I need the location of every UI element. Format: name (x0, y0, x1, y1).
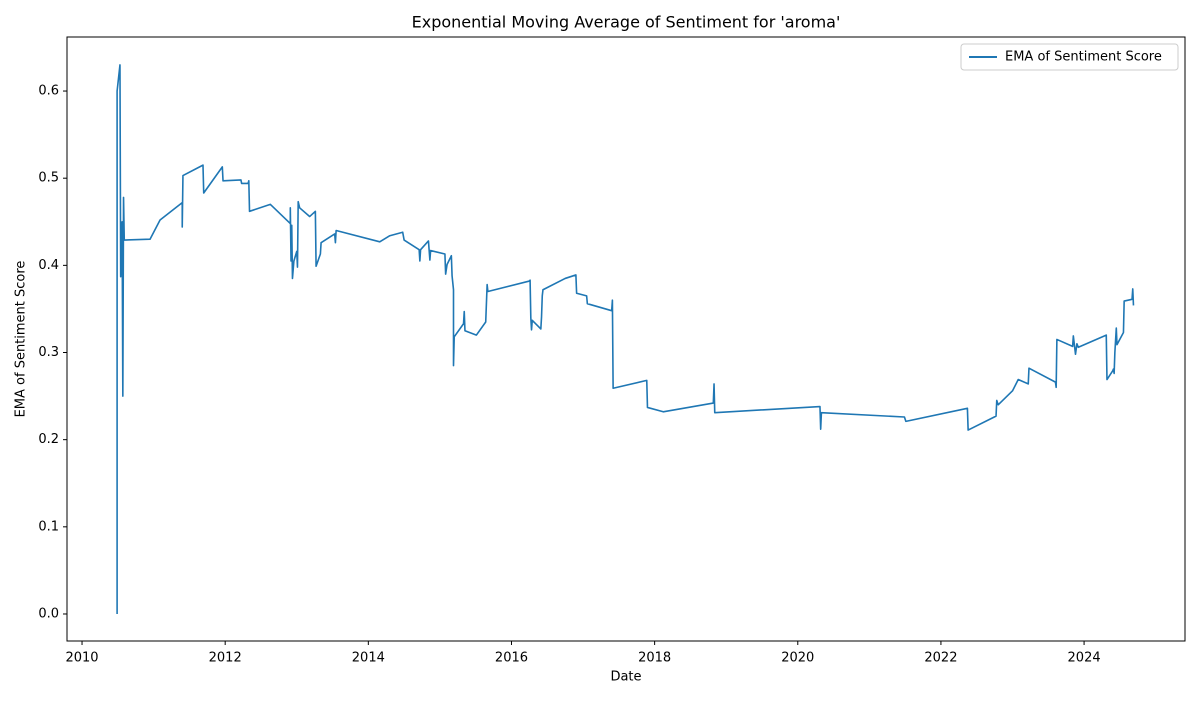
x-tick-label: 2012 (209, 651, 242, 666)
x-tick-label: 2020 (781, 651, 814, 666)
chart-title: Exponential Moving Average of Sentiment … (412, 13, 841, 32)
y-tick-label: 0.3 (38, 345, 59, 360)
plot-frame (66, 36, 1186, 642)
line (116, 64, 1135, 614)
y-tick-label: 0.6 (38, 84, 59, 99)
y-axis-label: EMA of Sentiment Score (14, 261, 29, 418)
x-tick-label: 2018 (638, 651, 671, 666)
y-tick-label: 0.2 (38, 432, 59, 447)
x-tick-label: 2016 (495, 651, 528, 666)
y-tick-label: 0.0 (38, 606, 59, 621)
y-tick-label: 0.4 (38, 258, 59, 273)
x-tick-label: 2024 (1068, 651, 1101, 666)
x-tick-label: 2014 (352, 651, 385, 666)
x-tick-label: 2022 (924, 651, 957, 666)
y-tick-label: 0.1 (38, 519, 59, 534)
x-tick-label: 2010 (65, 651, 98, 666)
x-axis-label: Date (610, 670, 641, 685)
legend-label: EMA of Sentiment Score (1005, 50, 1162, 65)
legend-box (960, 43, 1179, 71)
y-tick-label: 0.5 (38, 171, 59, 186)
